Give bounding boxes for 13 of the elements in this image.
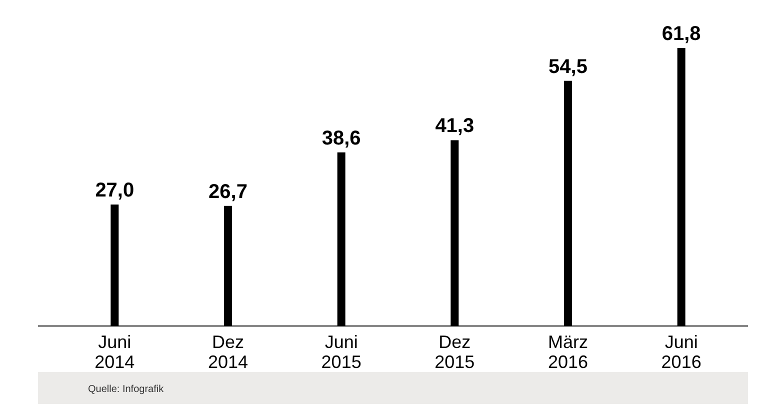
data-label: 54,5	[548, 56, 588, 78]
x-tick-label: Juni 2015	[321, 332, 362, 372]
data-label: 38,6	[322, 127, 361, 150]
data-label: 41,3	[435, 115, 474, 138]
data-label: 61,8	[662, 23, 701, 45]
x-tick-label: März 2016	[548, 332, 588, 372]
x-tick-label: Juni 2014	[94, 332, 135, 372]
data-label: 26,7	[208, 180, 248, 203]
x-tick-label: Juni 2016	[661, 332, 702, 372]
x-tick-label: Dez 2015	[434, 332, 475, 372]
data-label: 27,0	[95, 180, 134, 202]
source-note: Quelle: Infografik	[88, 384, 165, 395]
x-tick-label: Dez 2014	[208, 332, 248, 372]
